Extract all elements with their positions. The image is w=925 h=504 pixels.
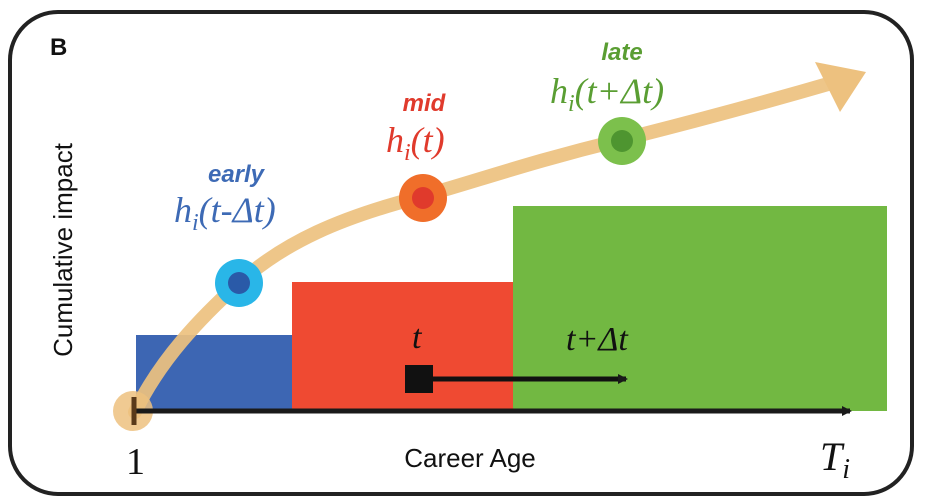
mid-dot	[399, 174, 447, 222]
late-title: late	[601, 39, 642, 66]
y-axis-label: Cumulative impact	[48, 142, 78, 357]
t-marker-square	[405, 365, 433, 393]
mid-formula: hi(t)	[386, 120, 445, 166]
x-axis-label: Career Age	[404, 443, 536, 473]
mid-title: mid	[403, 90, 447, 117]
early-formula: hi(t-Δt)	[174, 190, 276, 236]
late-formula: hi(t+Δt)	[550, 71, 664, 117]
late-dot	[598, 117, 646, 165]
x-start-label: 1	[126, 441, 145, 483]
t-plus-delta-label: t+Δt	[566, 321, 629, 358]
early-dot	[215, 259, 263, 307]
early-title: early	[208, 161, 266, 188]
t-label: t	[412, 319, 423, 356]
x-end-label: Ti	[820, 434, 850, 485]
mid-phase-block	[292, 282, 514, 411]
curve-arrowhead	[815, 62, 866, 112]
panel-label: B	[50, 34, 67, 61]
